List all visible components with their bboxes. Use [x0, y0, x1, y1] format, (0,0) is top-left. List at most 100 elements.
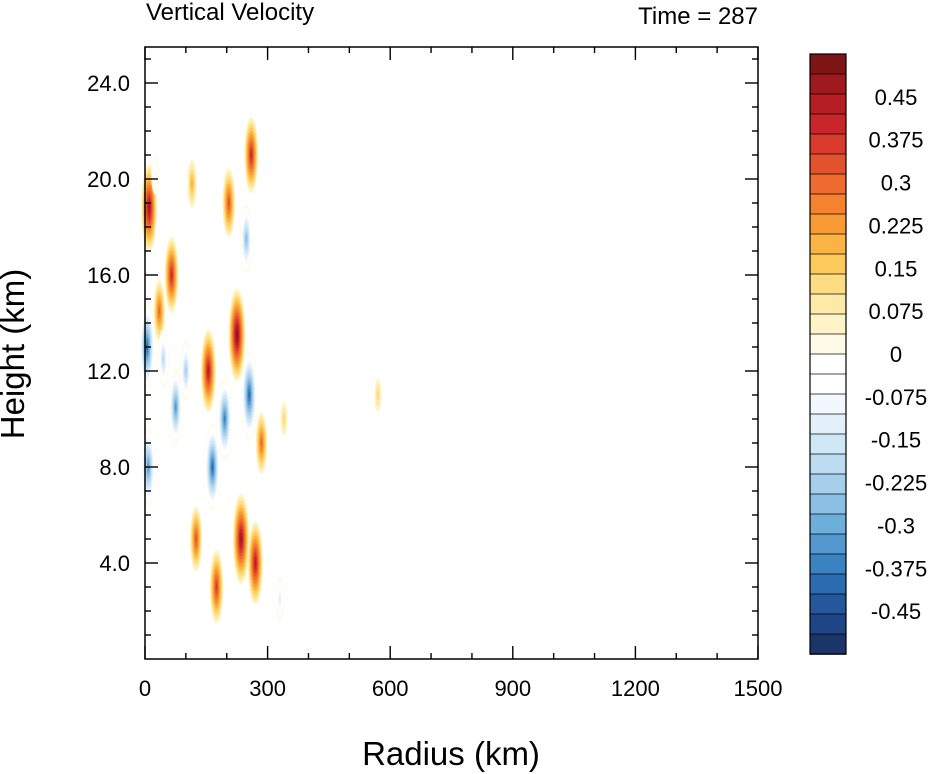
velocity-contour	[170, 271, 173, 279]
y-axis-label: Height (km)	[0, 269, 31, 440]
velocity-contour	[148, 204, 150, 212]
colorbar-swatch	[809, 213, 847, 235]
colorbar-swatch	[809, 413, 847, 435]
chart-time-label: Time = 287	[638, 3, 758, 30]
plot-frame	[144, 46, 759, 660]
x-tick-label: 1500	[734, 676, 783, 701]
velocity-contour	[250, 151, 252, 159]
velocity-contour	[240, 535, 242, 543]
velocity-cell	[153, 280, 166, 342]
velocity-contour	[245, 235, 248, 243]
velocity-contour	[195, 535, 197, 543]
colorbar-label: -0.225	[865, 471, 927, 496]
colorbar-swatch	[809, 573, 847, 595]
colorbar-label: 0.45	[875, 85, 918, 110]
velocity-cell	[374, 378, 382, 412]
velocity-cell	[187, 159, 197, 208]
colorbar-label: 0	[890, 342, 902, 367]
velocity-contour	[228, 199, 230, 207]
velocity-contour	[207, 367, 209, 375]
colorbar-swatch	[809, 193, 847, 215]
plot-area	[139, 46, 759, 660]
velocity-cell	[157, 329, 169, 389]
velocity-contour	[154, 169, 157, 180]
velocity-cell	[228, 288, 246, 382]
colorbar-swatch	[809, 393, 847, 415]
velocity-field	[139, 117, 382, 624]
velocity-contour	[175, 403, 177, 411]
colorbar-labels: 0.45 0.375 0.3 0.225 0.15 0.075 0 -0.075 -0.15 -0…	[865, 85, 927, 624]
colorbar-label: 0.375	[868, 128, 923, 153]
colorbar	[809, 53, 847, 655]
colorbar-label: -0.45	[871, 599, 921, 624]
velocity-cell	[239, 204, 253, 274]
colorbar-swatch	[809, 293, 847, 315]
x-axis-label: Radius (km)	[362, 735, 540, 772]
y-tick-label: 4.0	[99, 551, 130, 576]
colorbar-swatch	[809, 133, 847, 155]
velocity-contour	[236, 331, 238, 339]
y-tick-label: 24.0	[87, 71, 130, 96]
colorbar-label: 0.075	[868, 299, 923, 324]
velocity-contour	[248, 391, 250, 399]
axis-ticks	[144, 47, 759, 659]
colorbar-swatch	[809, 473, 847, 495]
velocity-contour	[376, 389, 380, 401]
colorbar-swatch	[809, 493, 847, 515]
velocity-contour	[191, 179, 193, 189]
colorbar-label: -0.075	[865, 385, 927, 410]
colorbar-swatch	[809, 73, 847, 95]
chart-title: Vertical Velocity	[146, 0, 314, 26]
colorbar-swatch	[809, 633, 847, 655]
velocity-cell	[241, 350, 258, 440]
velocity-cell	[151, 153, 160, 195]
velocity-cell	[200, 329, 216, 413]
colorbar-label: 0.3	[881, 171, 912, 196]
velocity-contour	[158, 307, 161, 315]
velocity-cell	[209, 550, 224, 624]
velocity-contour	[278, 594, 281, 604]
x-tick-labels: 0 300 600 900 1200 1500	[139, 676, 783, 701]
velocity-cell	[244, 117, 259, 193]
colorbar-swatch	[809, 313, 847, 335]
colorbar-label: 0.15	[875, 256, 918, 281]
colorbar-swatch	[809, 53, 847, 75]
colorbar-swatch	[809, 373, 847, 395]
colorbar-swatch	[809, 173, 847, 195]
x-tick-label: 1200	[611, 676, 660, 701]
colorbar-label: 0.225	[868, 213, 923, 238]
velocity-contour	[162, 354, 165, 364]
colorbar-swatch	[809, 153, 847, 175]
colorbar-swatch	[809, 333, 847, 355]
velocity-cell	[204, 423, 221, 511]
colorbar-swatch	[809, 113, 847, 135]
velocity-cell	[180, 340, 192, 402]
x-tick-label: 900	[494, 676, 531, 701]
velocity-cell	[190, 506, 203, 572]
velocity-contour	[254, 559, 256, 567]
y-tick-label: 20.0	[87, 167, 130, 192]
velocity-cell	[168, 369, 183, 445]
colorbar-label: -0.375	[865, 556, 927, 581]
y-tick-label: 16.0	[87, 263, 130, 288]
colorbar-swatch	[809, 613, 847, 635]
velocity-cell	[164, 237, 179, 313]
velocity-contour	[211, 463, 214, 471]
velocity-contour	[185, 367, 187, 375]
x-tick-label: 300	[249, 676, 286, 701]
colorbar-swatch	[809, 273, 847, 295]
y-tick-labels: 4.0 8.0 12.0 16.0 20.0 24.0	[87, 71, 130, 576]
y-tick-label: 12.0	[87, 359, 130, 384]
velocity-cell	[217, 377, 233, 461]
colorbar-swatch	[809, 253, 847, 275]
velocity-cell	[280, 402, 288, 436]
velocity-contour	[224, 415, 226, 423]
velocity-contour	[260, 439, 263, 447]
colorbar-swatch	[809, 533, 847, 555]
velocity-cell	[275, 576, 285, 622]
velocity-cell	[255, 412, 268, 474]
colorbar-frame	[809, 53, 847, 655]
velocity-contour	[282, 413, 286, 425]
colorbar-swatch	[809, 513, 847, 535]
